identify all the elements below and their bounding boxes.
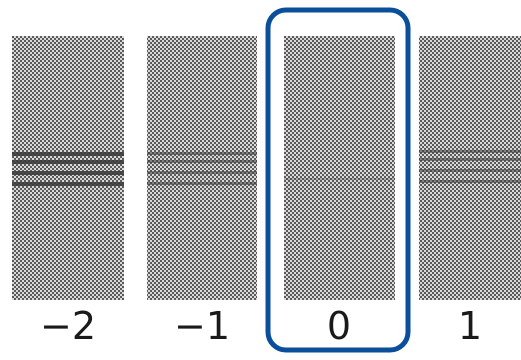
test-pattern-0 xyxy=(12,36,124,300)
pattern-swatch xyxy=(419,36,521,300)
misalignment-band xyxy=(12,160,124,164)
misalignment-band xyxy=(147,152,257,155)
pattern-label-0: 0 xyxy=(326,304,352,348)
misalignment-band xyxy=(284,178,395,180)
misalignment-band xyxy=(12,152,124,156)
pattern-label-minus-1: −1 xyxy=(173,304,231,348)
misalignment-band xyxy=(147,160,257,163)
misalignment-band xyxy=(419,180,521,183)
misalignment-band xyxy=(419,150,521,153)
pattern-label-1: 1 xyxy=(457,304,483,348)
test-pattern-1 xyxy=(147,36,257,300)
pattern-swatch xyxy=(147,36,257,300)
pattern-swatch xyxy=(284,36,395,300)
misalignment-band xyxy=(147,182,257,185)
misalignment-band xyxy=(419,169,521,172)
test-pattern-2 xyxy=(284,36,395,300)
test-pattern-3 xyxy=(419,36,521,300)
misalignment-band xyxy=(419,158,521,161)
selection-frame xyxy=(265,7,411,353)
misalignment-band xyxy=(12,171,124,175)
misalignment-band xyxy=(12,182,124,186)
pattern-label-minus-2: −2 xyxy=(39,304,97,348)
pattern-swatch xyxy=(12,36,124,300)
misalignment-band xyxy=(147,171,257,174)
